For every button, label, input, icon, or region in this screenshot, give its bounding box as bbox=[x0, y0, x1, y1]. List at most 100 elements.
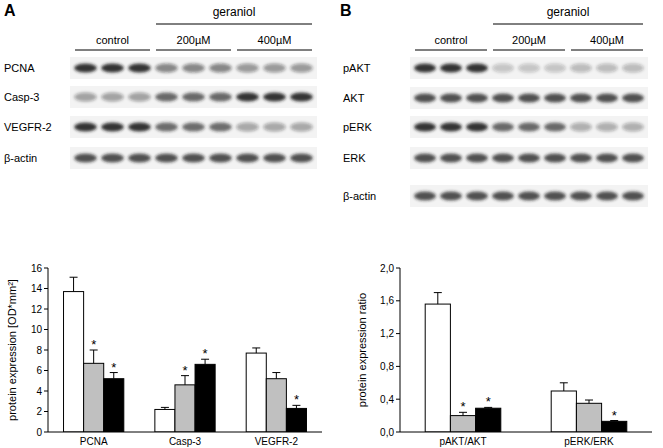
blot-band bbox=[622, 64, 644, 73]
blot-band bbox=[440, 64, 462, 73]
blot-strip bbox=[410, 185, 648, 207]
blot-strip bbox=[410, 147, 648, 169]
bar bbox=[286, 408, 306, 432]
y-tick-label: 12 bbox=[31, 304, 43, 315]
group-line bbox=[415, 50, 487, 51]
group-line bbox=[571, 50, 643, 51]
bar bbox=[84, 363, 104, 432]
blot-band bbox=[518, 123, 540, 132]
blot-band bbox=[263, 64, 286, 73]
blot-band bbox=[622, 94, 644, 103]
significance-marker: * bbox=[91, 337, 96, 352]
blot-row-label: ERK bbox=[343, 152, 366, 164]
blot-strip bbox=[410, 57, 648, 79]
y-tick-label: 1,6 bbox=[380, 295, 394, 306]
y-tick bbox=[396, 333, 400, 334]
y-tick-label: 16 bbox=[31, 263, 43, 274]
blot-band bbox=[155, 64, 178, 73]
bar bbox=[266, 379, 286, 432]
blot-strip bbox=[70, 86, 317, 108]
blot-band bbox=[466, 123, 488, 132]
y-tick bbox=[396, 432, 400, 433]
bar bbox=[576, 403, 601, 432]
blot-band bbox=[209, 93, 232, 102]
blot-band bbox=[128, 123, 151, 132]
bar bbox=[551, 391, 576, 432]
blot-title-line bbox=[493, 24, 643, 25]
error-bar bbox=[560, 383, 568, 391]
bar bbox=[175, 385, 195, 432]
blot-band bbox=[128, 154, 151, 163]
group-line bbox=[493, 50, 565, 51]
blot-row-label: PCNA bbox=[4, 62, 35, 74]
bar bbox=[602, 421, 627, 432]
blot-band bbox=[414, 123, 436, 132]
error-stem bbox=[563, 383, 564, 391]
blot-band bbox=[101, 64, 124, 73]
blot-band bbox=[74, 64, 97, 73]
blot-band bbox=[622, 123, 644, 132]
y-tick-label: 0,4 bbox=[380, 394, 394, 405]
blot-band bbox=[466, 154, 488, 163]
y-tick bbox=[44, 309, 48, 310]
y-tick-label: 2 bbox=[36, 406, 42, 417]
blot-band bbox=[570, 192, 592, 201]
figure: Ageraniolcontrol200µM400µMPCNACasp-3VEGF… bbox=[0, 0, 663, 448]
y-tick bbox=[44, 268, 48, 269]
blot-band bbox=[492, 123, 514, 132]
blot-band bbox=[596, 64, 618, 73]
error-cap bbox=[434, 292, 442, 293]
error-stem bbox=[256, 348, 257, 353]
y-tick bbox=[44, 288, 48, 289]
blot-band bbox=[290, 93, 313, 102]
blot-band bbox=[236, 64, 259, 73]
blot-band bbox=[518, 64, 540, 73]
blot-band bbox=[101, 123, 124, 132]
blot-row-label: Casp-3 bbox=[4, 91, 39, 103]
blot-row-label: β-actin bbox=[343, 190, 376, 202]
blot-band bbox=[622, 192, 644, 201]
blot-strip bbox=[70, 147, 317, 169]
blot-band bbox=[440, 123, 462, 132]
blot-band bbox=[570, 64, 592, 73]
error-cap bbox=[585, 400, 593, 401]
error-bar bbox=[70, 277, 78, 291]
group-line bbox=[156, 50, 231, 51]
y-tick-label: 14 bbox=[31, 283, 43, 294]
blot-strip bbox=[70, 116, 317, 138]
blot-band bbox=[128, 93, 151, 102]
error-stem bbox=[437, 293, 438, 304]
y-tick bbox=[44, 432, 48, 433]
blot-band bbox=[440, 154, 462, 163]
y-tick-label: 4 bbox=[36, 386, 42, 397]
significance-marker: * bbox=[612, 408, 617, 423]
error-cap bbox=[70, 277, 78, 278]
blot-band bbox=[182, 154, 205, 163]
blot-band bbox=[74, 93, 97, 102]
blot-band bbox=[155, 123, 178, 132]
error-bar bbox=[585, 400, 593, 403]
blot-band bbox=[518, 192, 540, 201]
blot-band bbox=[596, 154, 618, 163]
y-axis-label: protein expression ratio bbox=[356, 293, 368, 407]
blot-band bbox=[518, 94, 540, 103]
blot-band bbox=[101, 93, 124, 102]
blot-band bbox=[209, 123, 232, 132]
y-tick-label: 8 bbox=[36, 345, 42, 356]
blot-band bbox=[570, 154, 592, 163]
bar bbox=[155, 409, 175, 432]
blot-band bbox=[236, 123, 259, 132]
blot-band bbox=[492, 154, 514, 163]
y-tick bbox=[44, 329, 48, 330]
blot-band bbox=[414, 94, 436, 103]
blot-band bbox=[182, 123, 205, 132]
bar bbox=[64, 292, 84, 432]
y-tick-label: 0 bbox=[36, 427, 42, 438]
error-bar bbox=[272, 373, 280, 379]
significance-marker: * bbox=[460, 399, 465, 414]
blot-band bbox=[544, 123, 566, 132]
y-axis bbox=[48, 268, 49, 432]
significance-marker: * bbox=[294, 392, 299, 407]
bar bbox=[195, 364, 215, 432]
y-tick-label: 10 bbox=[31, 324, 43, 335]
